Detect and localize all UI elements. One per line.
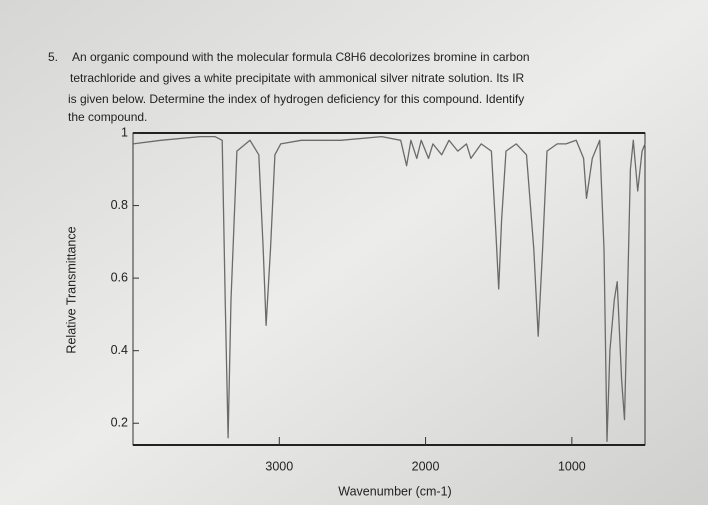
y-tick-label: 0.6: [111, 270, 128, 284]
question-line: An organic compound with the molecular f…: [72, 50, 530, 64]
question-line: tetrachloride and gives a white precipit…: [70, 71, 525, 85]
x-tick-label: 2000: [412, 459, 440, 473]
y-tick-label: 1: [121, 125, 128, 139]
question-line: is given below. Determine the index of h…: [68, 92, 524, 106]
y-tick-label: 0.8: [111, 198, 128, 212]
x-tick-label: 3000: [265, 459, 293, 473]
y-axis-title: Relative Transmittance: [64, 226, 78, 353]
spectrum-line: [132, 135, 646, 443]
y-tick-label: 0.2: [111, 416, 128, 430]
question-number: 5.: [48, 50, 58, 64]
y-tick-label: 0.4: [111, 343, 128, 357]
x-axis-title: Wavenumber (cm-1): [338, 484, 451, 498]
question-line: the compound.: [68, 110, 147, 124]
x-tick-label: 1000: [558, 459, 586, 473]
